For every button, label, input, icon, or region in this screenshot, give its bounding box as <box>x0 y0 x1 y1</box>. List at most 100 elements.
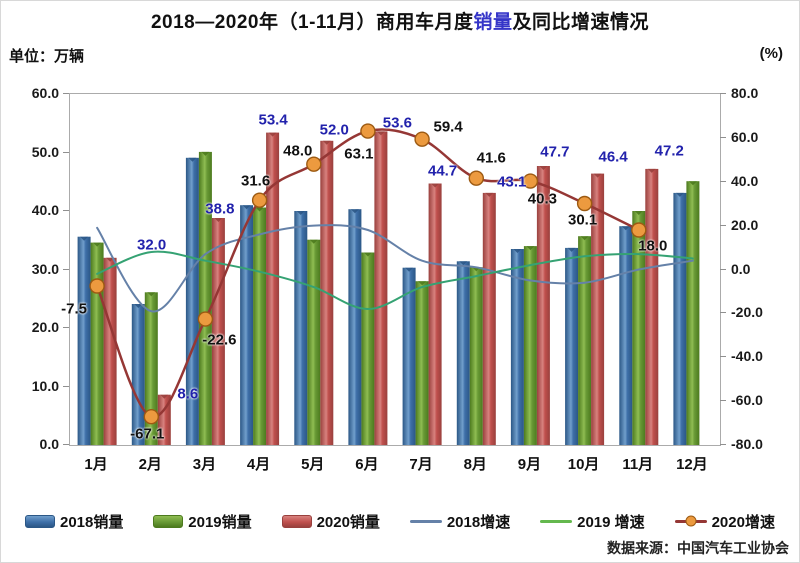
data-label-2020-sales-8月: 43.1 <box>497 173 527 191</box>
data-label-2020-sales-4月: 53.4 <box>258 111 288 129</box>
right-axis-tick-label: -20.0 <box>731 304 763 321</box>
bar-top-bevel-icon <box>567 247 576 252</box>
left-axis-tick-mark <box>63 268 69 270</box>
x-axis-label-12月: 12月 <box>676 456 708 473</box>
bar-top-bevel-icon <box>322 140 331 145</box>
marker-2020增速-7月 <box>414 131 430 147</box>
left-axis-tick-label: 0.0 <box>39 436 59 452</box>
legend-item-2019-sales: 2019销量 <box>153 511 252 532</box>
right-axis-tick-mark <box>720 93 726 94</box>
line-2018增速 <box>96 224 694 313</box>
right-axis-tick-label: 60.0 <box>731 128 759 145</box>
bar-top-bevel-icon <box>580 236 589 241</box>
bar-2019销量-8月 <box>469 267 483 445</box>
bar-2018销量-4月 <box>240 205 254 445</box>
bar-top-bevel-icon <box>459 261 468 266</box>
bar-top-bevel-icon <box>106 257 115 262</box>
legend-label: 2020增速 <box>711 513 775 531</box>
data-label-2020-sales-6月: 53.6 <box>382 114 413 132</box>
legend-item-2020-growth: 2020增速 <box>674 511 775 532</box>
chart-title-highlight: 销量 <box>473 12 513 33</box>
x-axis-label-1月: 1月 <box>84 456 108 473</box>
right-axis-tick-mark <box>720 444 726 445</box>
marker-2020增速-4月 <box>251 192 268 208</box>
bar-2018销量-10月 <box>565 247 579 445</box>
bar-2020销量-1月 <box>103 257 117 445</box>
bar-2018销量-3月 <box>185 157 199 445</box>
data-label-2020-sales-3月: 38.8 <box>205 200 235 218</box>
chart-title-prefix: 2018—2020年（1-11月）商用车月度 <box>150 12 474 33</box>
left-axis-tick-label: 40.0 <box>31 202 59 218</box>
bar-2020销量-2月 <box>157 394 171 445</box>
line-2019增速 <box>96 250 694 311</box>
bar-top-bevel-icon <box>93 242 102 247</box>
bar-top-bevel-icon <box>242 205 251 210</box>
bar-2019销量-7月 <box>415 281 429 445</box>
bar-top-bevel-icon <box>188 157 197 162</box>
bar-2018销量-2月 <box>131 304 145 445</box>
legend-swatch-2018-sales-bar-icon <box>25 514 55 528</box>
right-axis-tick-mark <box>720 312 726 314</box>
legend-marker-dot-icon <box>685 515 697 527</box>
data-label-2020-sales-5月: 52.0 <box>319 121 349 139</box>
bar-2018销量-9月 <box>510 249 524 445</box>
bar-2019销量-6月 <box>361 252 375 445</box>
right-axis-tick-label: 20.0 <box>731 216 759 233</box>
right-axis-tick-mark <box>720 224 726 226</box>
bar-2018销量-8月 <box>456 261 470 445</box>
bar-2019销量-3月 <box>198 151 212 445</box>
bar-2018销量-7月 <box>402 267 416 445</box>
data-label-2020-sales-2月: 8.6 <box>177 385 199 403</box>
bar-top-bevel-icon <box>634 211 643 215</box>
legend-swatch-2019-growth-line-icon <box>540 519 573 523</box>
bar-top-bevel-icon <box>593 173 602 178</box>
bar-2019销量-4月 <box>253 207 267 445</box>
legend-swatch-2020-sales-bar-icon <box>281 514 312 528</box>
marker-2020增速-1月 <box>89 278 105 294</box>
bar-2019销量-9月 <box>523 246 537 445</box>
legend-item-2018-sales: 2018销量 <box>25 511 123 532</box>
right-axis-tick-mark <box>720 136 726 138</box>
x-axis-label-10月: 10月 <box>567 456 600 473</box>
data-label-2020-growth-8月: 41.6 <box>476 149 506 167</box>
marker-2020增速-6月 <box>360 123 376 139</box>
bar-top-bevel-icon <box>214 218 223 222</box>
bar-top-bevel-icon <box>309 239 318 244</box>
data-label-2020-growth-11月: 18.0 <box>638 237 668 255</box>
bar-2019销量-10月 <box>578 236 592 445</box>
x-axis-label-7月: 7月 <box>409 456 433 473</box>
bar-2019销量-2月 <box>144 292 158 445</box>
right-axis-tick-label: 80.0 <box>731 85 759 101</box>
x-axis-label-8月: 8月 <box>463 456 487 473</box>
bar-top-bevel-icon <box>80 236 89 241</box>
bar-2020销量-6月 <box>374 131 388 445</box>
bar-top-bevel-icon <box>431 183 440 188</box>
data-label-2020-sales-1月: 32.0 <box>136 236 167 254</box>
bar-top-bevel-icon <box>688 181 697 186</box>
bar-top-bevel-icon <box>296 211 305 215</box>
bar-2018销量-1月 <box>77 236 91 445</box>
x-axis-label-3月: 3月 <box>192 456 217 473</box>
bar-2018销量-11月 <box>619 226 633 445</box>
right-axis-tick-mark <box>720 400 726 402</box>
bar-top-bevel-icon <box>350 209 359 214</box>
marker-2020增速-8月 <box>468 170 484 186</box>
data-label-2020-growth-10月: 30.1 <box>567 211 598 229</box>
left-axis-tick-mark <box>63 444 69 445</box>
x-axis-label-9月: 9月 <box>517 456 542 473</box>
left-axis-tick-label: 50.0 <box>31 143 59 160</box>
right-axis-tick-label: 0.0 <box>731 260 751 277</box>
legend-label: 2019销量 <box>188 513 252 531</box>
bar-top-bevel-icon <box>268 132 277 137</box>
right-axis-tick-label: 40.0 <box>731 172 759 189</box>
marker-2020增速-11月 <box>631 222 647 238</box>
bar-2020销量-3月 <box>211 218 225 445</box>
legend-label: 2018销量 <box>60 513 124 531</box>
x-axis-label-5月: 5月 <box>301 456 325 473</box>
data-label-2020-growth-1月: -7.5 <box>61 300 88 318</box>
bar-2020销量-11月 <box>645 168 659 445</box>
right-axis-tick-mark <box>720 268 726 270</box>
data-source-credit: 数据来源：中国汽车工业协会 <box>607 540 789 556</box>
chart-title-suffix: 及同比增速情况 <box>512 12 650 33</box>
data-label-2020-growth-5月: 48.0 <box>283 142 313 160</box>
